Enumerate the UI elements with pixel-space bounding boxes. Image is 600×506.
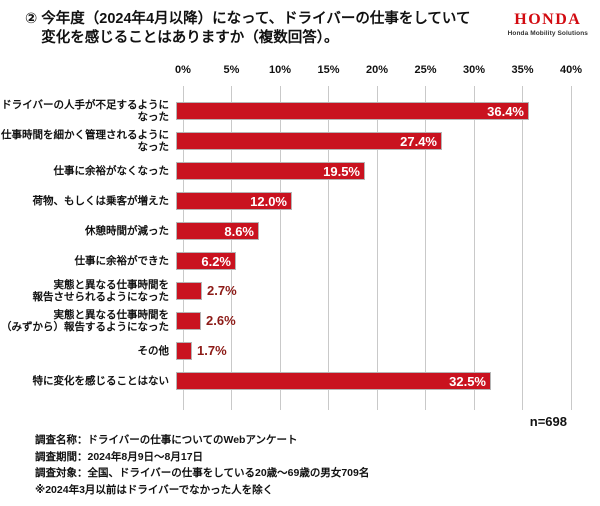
bar-area: 8.6%: [176, 222, 600, 240]
bar-chart: 0% 5% 10% 15% 20% 25% 30% 35% 40% ドライバーの人手が不足するよ…: [0, 60, 600, 432]
x-tick-label: 0%: [175, 64, 191, 76]
category-label: 実態と異なる仕事時間を （みずから）報告するようになった: [1, 309, 169, 333]
x-tick-label: 15%: [317, 64, 340, 76]
category-label: 特に変化を感じることはない: [32, 375, 170, 387]
bar-area: 19.5%: [176, 162, 600, 180]
category-label: 仕事に余裕がなくなった: [53, 165, 170, 177]
bar-area: 27.4%: [176, 132, 600, 150]
x-tick-label: 30%: [462, 64, 486, 76]
value-label: 6.2%: [201, 253, 231, 269]
value-label: 2.7%: [207, 283, 237, 298]
bar-row: 休憩時間が減った 8.6%: [0, 216, 600, 246]
bar-row: 実態と異なる仕事時間を 報告させられるようになった 2.7%: [0, 276, 600, 306]
gridline: [231, 86, 232, 410]
gridline: [182, 86, 184, 410]
bar: 8.6%: [176, 222, 259, 240]
bar-row: 仕事に余裕がなくなった 19.5%: [0, 156, 600, 186]
gridline: [425, 86, 426, 410]
header: ② 今年度（2024年4月以降）になって、ドライバーの仕事をしていて 変化を感じ…: [25, 10, 592, 48]
bar-area: 36.4%: [176, 102, 600, 120]
honda-logo: HONDA Honda Mobility Solutions: [507, 11, 588, 38]
value-label: 12.0%: [250, 193, 287, 209]
bar-row: 仕事時間を細かく管理されるようになった 27.4%: [0, 126, 600, 156]
category-label: 仕事時間を細かく管理されるようになった: [1, 129, 169, 153]
bar: [176, 312, 201, 330]
value-label: 27.4%: [400, 133, 437, 149]
gridlines: [182, 86, 572, 410]
gridline: [279, 86, 281, 410]
bar-row: ドライバーの人手が不足するようになった 36.4%: [0, 96, 600, 126]
bar-area: 2.6%: [176, 312, 600, 330]
gridline: [522, 86, 523, 410]
bar: [176, 282, 202, 300]
honda-logo-subtitle: Honda Mobility Solutions: [507, 30, 588, 37]
bar: 6.2%: [176, 252, 236, 270]
survey-note-line: 調査期間：2024年8月9日～8月17日: [35, 450, 204, 463]
category-label: その他: [137, 345, 170, 357]
x-tick-label: 20%: [365, 64, 389, 76]
value-label: 32.5%: [449, 373, 486, 389]
category-label: 実態と異なる仕事時間を 報告させられるようになった: [32, 279, 170, 303]
bar: [176, 342, 192, 360]
bar-area: 6.2%: [176, 252, 600, 270]
bar: 36.4%: [176, 102, 529, 120]
value-label: 8.6%: [224, 223, 254, 239]
gridline: [328, 86, 329, 410]
x-tick-label: 25%: [414, 64, 437, 76]
x-tick-label: 5%: [223, 64, 240, 76]
value-label: 36.4%: [487, 103, 524, 119]
question-title-line1: 今年度（2024年4月以降）になって、ドライバーの仕事をしていて: [41, 11, 471, 27]
survey-note-line: 調査対象：全国、ドライバーの仕事をしている20歳～69歳の男女709名: [35, 467, 370, 479]
category-label: 荷物、もしくは乗客が増えた: [32, 195, 170, 207]
survey-note-line: ※2024年3月以前はドライバーでなかった人を除く: [35, 483, 274, 496]
bar: 27.4%: [176, 132, 442, 150]
question-number: ②: [25, 11, 38, 27]
bar: 32.5%: [176, 372, 491, 390]
sample-size-label: n=698: [529, 414, 567, 429]
gridline: [376, 86, 378, 410]
bar-row: 特に変化を感じることはない 32.5%: [0, 366, 600, 396]
survey-notes: 調査名称：ドライバーの仕事についてのWebアンケート 調査期間：2024年8月9日…: [35, 432, 590, 498]
bar: 12.0%: [176, 192, 292, 210]
question-title: 今年度（2024年4月以降）になって、ドライバーの仕事をしていて 変化を感じるこ…: [41, 10, 470, 48]
x-axis-ticks: 0% 5% 10% 15% 20% 25% 30% 35% 40%: [175, 64, 582, 78]
bar-area: 2.7%: [176, 282, 600, 300]
x-tick-label: 10%: [268, 64, 292, 76]
category-label: 仕事に余裕ができた: [74, 255, 170, 267]
x-tick-label: 35%: [511, 64, 534, 76]
bar-area: 1.7%: [176, 342, 600, 360]
x-tick-label: 40%: [559, 64, 583, 76]
question-title-line2: 変化を感じることはありますか（複数回答）。: [41, 30, 339, 46]
chart-rows: ドライバーの人手が不足するようになった 36.4% 仕事時間を細かく管理されるように…: [0, 96, 600, 396]
category-label: 休憩時間が減った: [85, 225, 169, 237]
bar-row: 実態と異なる仕事時間を （みずから）報告するようになった 2.6%: [0, 306, 600, 336]
bar-area: 32.5%: [176, 372, 600, 390]
bar-row: その他 1.7%: [0, 336, 600, 366]
gridline: [473, 86, 475, 410]
honda-wordmark: HONDA: [514, 11, 582, 28]
survey-note-line: 調査名称：ドライバーの仕事についてのWebアンケート: [35, 434, 298, 446]
value-label: 1.7%: [197, 343, 227, 358]
bar-area: 12.0%: [176, 192, 600, 210]
category-label: ドライバーの人手が不足するようになった: [1, 99, 169, 123]
page-title: ② 今年度（2024年4月以降）になって、ドライバーの仕事をしていて 変化を感じ…: [25, 10, 471, 48]
value-label: 2.6%: [206, 313, 236, 328]
value-label: 19.5%: [323, 163, 360, 179]
bar: 19.5%: [176, 162, 365, 180]
bar-row: 荷物、もしくは乗客が増えた 12.0%: [0, 186, 600, 216]
gridline: [570, 86, 572, 410]
bar-row: 仕事に余裕ができた 6.2%: [0, 246, 600, 276]
